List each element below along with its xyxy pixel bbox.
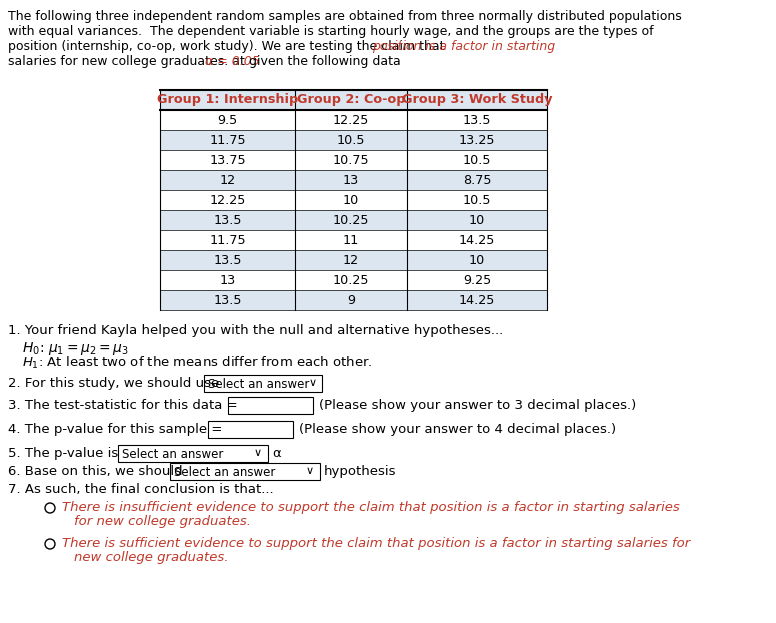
Text: 11.75: 11.75 xyxy=(210,234,246,247)
Text: 13: 13 xyxy=(343,173,359,186)
Bar xyxy=(160,130,547,150)
Text: 4. The p-value for this sample =: 4. The p-value for this sample = xyxy=(8,423,223,436)
FancyBboxPatch shape xyxy=(208,421,293,438)
Text: Group 1: Internship: Group 1: Internship xyxy=(157,93,298,107)
Text: There is insufficient evidence to support the claim that position is a factor in: There is insufficient evidence to suppor… xyxy=(62,501,680,514)
Text: Select an answer: Select an answer xyxy=(174,466,275,479)
Text: 3. The test-statistic for this data =: 3. The test-statistic for this data = xyxy=(8,399,237,412)
Text: 8.75: 8.75 xyxy=(462,173,491,186)
Bar xyxy=(160,190,547,210)
Text: Select an answer: Select an answer xyxy=(208,378,310,391)
Text: 12: 12 xyxy=(343,254,359,267)
Bar xyxy=(160,250,547,270)
Text: 1. Your friend Kayla helped you with the null and alternative hypotheses...: 1. Your friend Kayla helped you with the… xyxy=(8,324,504,337)
Text: 6. Base on this, we should: 6. Base on this, we should xyxy=(8,465,182,478)
Text: (Please show your answer to 4 decimal places.): (Please show your answer to 4 decimal pl… xyxy=(299,423,616,436)
FancyBboxPatch shape xyxy=(118,445,268,462)
Text: 12.25: 12.25 xyxy=(333,113,369,126)
Text: 13.5: 13.5 xyxy=(462,113,491,126)
Text: 13: 13 xyxy=(220,273,236,287)
Text: 13.5: 13.5 xyxy=(213,293,242,307)
Text: 10.25: 10.25 xyxy=(333,214,369,227)
Bar xyxy=(160,150,547,170)
Bar xyxy=(160,110,547,130)
Bar xyxy=(160,230,547,250)
Text: salaries for new college graduates. at: salaries for new college graduates. at xyxy=(8,55,249,68)
Text: There is sufficient evidence to support the claim that position is a factor in s: There is sufficient evidence to support … xyxy=(62,537,690,550)
Text: 2. For this study, we should use: 2. For this study, we should use xyxy=(8,377,220,390)
Text: 10: 10 xyxy=(343,194,359,206)
Text: 5. The p-value is: 5. The p-value is xyxy=(8,447,118,460)
Text: position (internship, co-op, work study). We are testing the claim that: position (internship, co-op, work study)… xyxy=(8,40,449,53)
Text: 13.25: 13.25 xyxy=(459,133,495,146)
Text: 11.75: 11.75 xyxy=(210,133,246,146)
Text: new college graduates.: new college graduates. xyxy=(74,551,228,564)
Text: 9: 9 xyxy=(347,293,355,307)
Text: α = 0.05: α = 0.05 xyxy=(205,55,260,68)
Text: 12.25: 12.25 xyxy=(210,194,246,206)
Text: 10.75: 10.75 xyxy=(333,153,369,166)
Text: 10: 10 xyxy=(469,254,485,267)
Bar xyxy=(160,210,547,230)
Text: $H_1$: At least two of the means differ from each other.: $H_1$: At least two of the means differ … xyxy=(22,355,372,371)
FancyBboxPatch shape xyxy=(204,375,322,392)
Text: 14.25: 14.25 xyxy=(459,234,495,247)
Text: $H_0$: $\mu_1 = \mu_2 = \mu_3$: $H_0$: $\mu_1 = \mu_2 = \mu_3$ xyxy=(22,340,129,357)
Text: α: α xyxy=(272,447,281,460)
Text: ∨: ∨ xyxy=(309,378,317,388)
Text: (Please show your answer to 3 decimal places.): (Please show your answer to 3 decimal pl… xyxy=(319,399,636,412)
Bar xyxy=(160,270,547,290)
Text: 10.25: 10.25 xyxy=(333,273,369,287)
Text: 13.75: 13.75 xyxy=(210,153,246,166)
Text: 7. As such, the final conclusion is that...: 7. As such, the final conclusion is that… xyxy=(8,483,274,496)
FancyBboxPatch shape xyxy=(170,463,320,480)
Text: 10: 10 xyxy=(469,214,485,227)
Bar xyxy=(160,170,547,190)
Text: 12: 12 xyxy=(220,173,236,186)
Text: 13.5: 13.5 xyxy=(213,214,242,227)
Text: 11: 11 xyxy=(343,234,359,247)
Text: ∨: ∨ xyxy=(254,448,262,458)
Text: given the following data: given the following data xyxy=(245,55,401,68)
Text: 9.5: 9.5 xyxy=(217,113,237,126)
Text: with equal variances.  The dependent variable is starting hourly wage, and the g: with equal variances. The dependent vari… xyxy=(8,25,653,38)
FancyBboxPatch shape xyxy=(228,397,313,414)
Text: Select an answer: Select an answer xyxy=(122,448,223,461)
Bar xyxy=(160,290,547,310)
Text: 10.5: 10.5 xyxy=(462,153,491,166)
Text: 10.5: 10.5 xyxy=(337,133,365,146)
Text: hypothesis: hypothesis xyxy=(324,465,397,478)
Bar xyxy=(160,90,547,110)
Text: Group 3: Work Study: Group 3: Work Study xyxy=(402,93,553,107)
Text: 14.25: 14.25 xyxy=(459,293,495,307)
Text: 13.5: 13.5 xyxy=(213,254,242,267)
Text: 9.25: 9.25 xyxy=(462,273,491,287)
Text: ∨: ∨ xyxy=(306,466,314,476)
Text: position is a factor in starting: position is a factor in starting xyxy=(372,40,555,53)
Text: The following three independent random samples are obtained from three normally : The following three independent random s… xyxy=(8,10,682,23)
Text: for new college graduates.: for new college graduates. xyxy=(74,515,251,528)
Text: Group 2: Co-op: Group 2: Co-op xyxy=(296,93,405,107)
Text: 10.5: 10.5 xyxy=(462,194,491,206)
